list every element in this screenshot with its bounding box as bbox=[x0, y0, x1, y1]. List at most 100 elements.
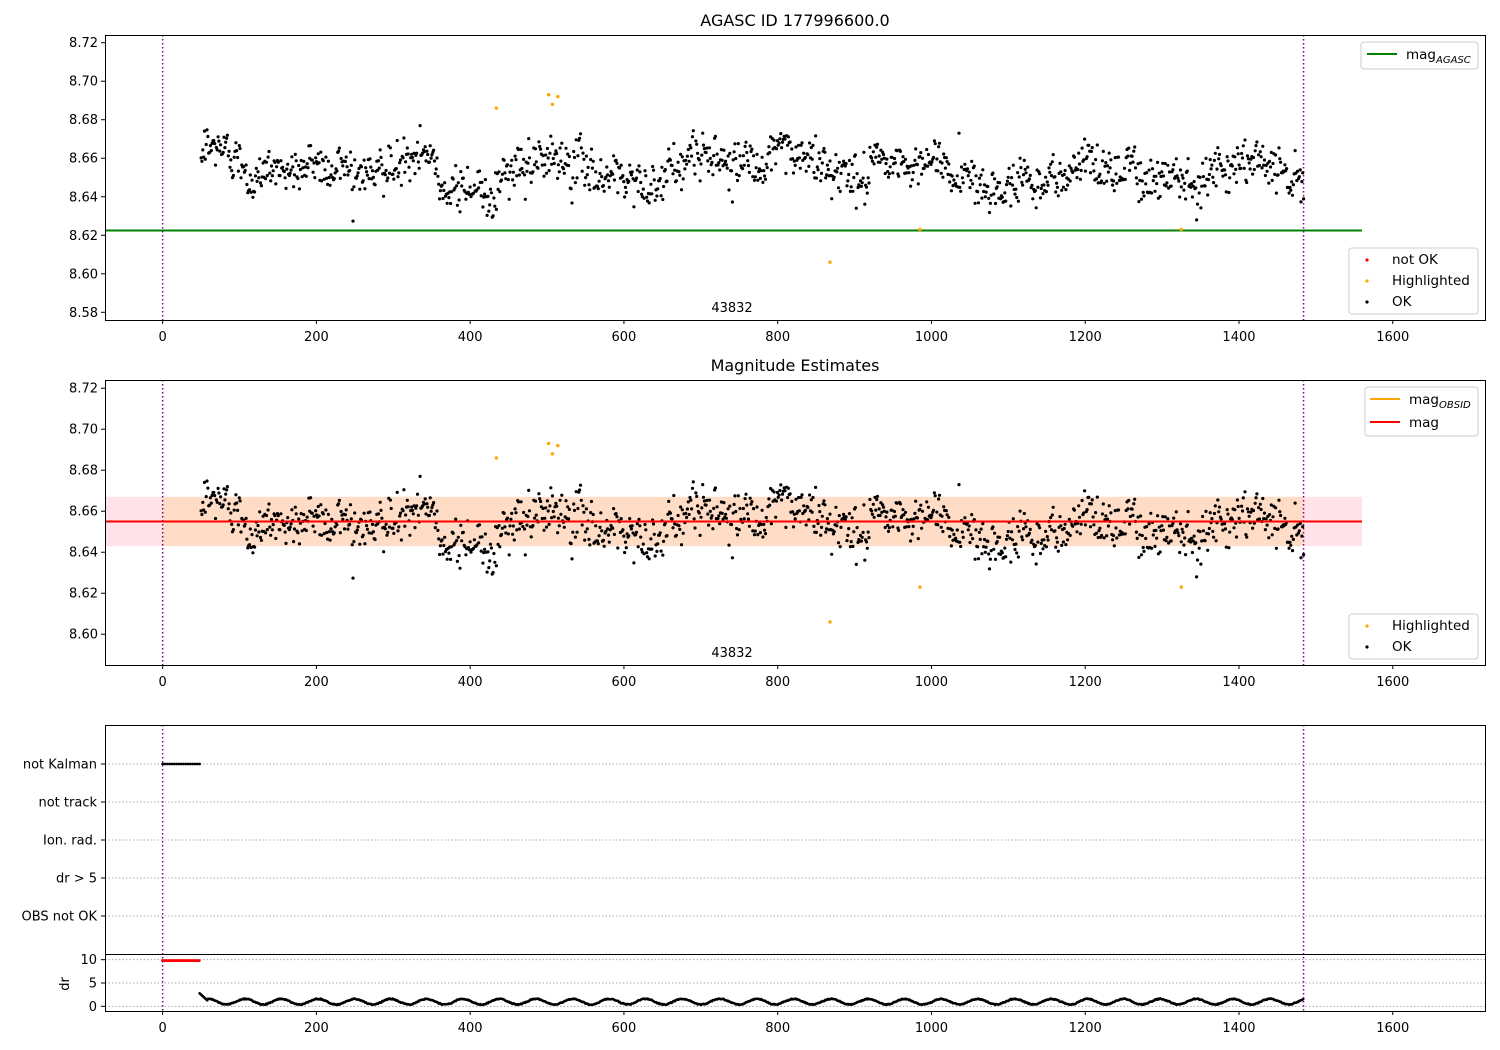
panel1-ok-point bbox=[256, 170, 260, 174]
panel1-ok-point bbox=[1101, 149, 1105, 153]
panel2-ok-point bbox=[1269, 503, 1273, 507]
panel1-ok-point bbox=[690, 154, 694, 158]
panel1-ok-point bbox=[1182, 188, 1186, 192]
panel1-ok-point bbox=[980, 196, 984, 200]
panel1-ok-point bbox=[600, 175, 604, 179]
panel1-ok-point bbox=[298, 167, 302, 172]
panel2-ok-point bbox=[1016, 555, 1021, 559]
panel2-ok-point bbox=[779, 483, 783, 487]
panel2-ok-point bbox=[290, 508, 294, 512]
panel2-ok-point bbox=[1172, 516, 1176, 520]
panel1-ok-point bbox=[748, 144, 752, 148]
panel1-ok-point bbox=[844, 162, 848, 166]
panel2-ok-point bbox=[1178, 550, 1182, 555]
panel2-ok-point bbox=[1199, 562, 1203, 566]
panel2-ok-point bbox=[418, 474, 422, 478]
panel1-ok-point bbox=[926, 152, 931, 157]
panel2-ok-point bbox=[327, 530, 331, 534]
panel2-ok-point bbox=[523, 553, 527, 557]
panel1-ok-point bbox=[884, 161, 888, 166]
panel1-ok-point bbox=[939, 171, 943, 175]
panel2-ok-point bbox=[1273, 526, 1277, 531]
panel1-ok-point bbox=[213, 142, 217, 146]
panel2-ok-point bbox=[918, 507, 922, 511]
panel2-ok-point bbox=[386, 530, 390, 534]
panel2-ok-point bbox=[1136, 515, 1140, 519]
panel1-ok-point bbox=[614, 158, 618, 162]
panel1-ok-point bbox=[957, 131, 961, 135]
panel1-ok-point bbox=[735, 172, 739, 176]
panel2-ok-point bbox=[866, 530, 870, 534]
panel2-ok-point bbox=[1240, 509, 1245, 513]
panel2-ok-point bbox=[224, 492, 228, 496]
panel2-ok-point bbox=[583, 538, 587, 542]
panel1-ok-point bbox=[691, 129, 695, 133]
panel1-ok-point bbox=[834, 153, 838, 157]
panel2-ok-point bbox=[486, 550, 490, 554]
panel2-ok-point bbox=[998, 535, 1002, 539]
panel1-ok-point bbox=[1298, 168, 1302, 172]
panel1-ok-point bbox=[1165, 181, 1169, 185]
panel2-ok-point bbox=[278, 528, 282, 532]
panel2-ok-point bbox=[741, 506, 746, 511]
panel1-ok-point bbox=[382, 194, 386, 198]
panel1-ok-point bbox=[1115, 181, 1119, 185]
panel1-ok-point bbox=[1212, 181, 1216, 185]
panel2-ok-point bbox=[477, 541, 481, 545]
panel3-flag-point bbox=[182, 762, 185, 766]
panel1-ok-point bbox=[967, 170, 971, 174]
panel3-flag-point bbox=[198, 762, 201, 766]
panel1-ok-point bbox=[1036, 185, 1040, 189]
panel2-ok-point bbox=[294, 512, 298, 516]
panel1-ok-point bbox=[972, 164, 976, 168]
panel1-ok-point bbox=[734, 156, 738, 161]
panel2-ok-point bbox=[548, 504, 552, 508]
panel2-ok-point bbox=[1080, 498, 1084, 503]
panel2-ok-point bbox=[763, 528, 767, 532]
panel1-ok-point bbox=[332, 177, 336, 181]
panel1-ok-point bbox=[1191, 184, 1195, 188]
panel1-ok-point bbox=[803, 155, 808, 160]
panel1-ok-point bbox=[711, 173, 715, 177]
panel2-ok-point bbox=[689, 498, 693, 502]
panel2-ok-point bbox=[1219, 517, 1223, 521]
panel1-ok-point bbox=[1203, 184, 1207, 188]
panel2-ok-point bbox=[250, 533, 254, 537]
panel1-ok-point bbox=[1270, 178, 1274, 182]
panel1-ok-point bbox=[290, 155, 294, 159]
panel2-ok-point bbox=[797, 509, 802, 513]
panel2-ok-point bbox=[286, 516, 290, 520]
panel1-ok-point bbox=[880, 157, 884, 161]
panel2-ok-point bbox=[832, 530, 836, 534]
panel1-ok-point bbox=[656, 187, 660, 191]
panel2-ok-point bbox=[329, 527, 333, 531]
panel1-ok-point bbox=[679, 152, 683, 156]
panel1-ok-point bbox=[417, 166, 421, 170]
panel2-ok-point bbox=[1078, 532, 1082, 536]
panel1-ok-point bbox=[543, 163, 547, 167]
panel1-ok-point bbox=[1122, 166, 1127, 170]
panel2-ok-point bbox=[398, 514, 402, 518]
panel1-ok-point bbox=[487, 209, 491, 213]
panel1-ok-point bbox=[1274, 153, 1278, 157]
panel1-ok-point bbox=[1021, 183, 1025, 187]
panel1-ok-point bbox=[687, 159, 691, 163]
panel3-flag-point bbox=[195, 762, 199, 766]
panel2-ok-point bbox=[367, 531, 371, 535]
panel2-ok-point bbox=[695, 494, 699, 498]
panel2-ok-point bbox=[584, 530, 588, 534]
panel1-ok-point bbox=[780, 146, 784, 150]
panel2-ok-point bbox=[984, 545, 988, 549]
panel1-ok-point bbox=[1038, 172, 1042, 176]
panel2-legend-lines: magOBSID mag bbox=[1364, 386, 1479, 437]
panel1-ok-point bbox=[1209, 167, 1213, 171]
panel1-ok-point bbox=[628, 163, 632, 167]
panel2-ok-point bbox=[378, 500, 382, 504]
panel2-ok-point bbox=[459, 523, 463, 528]
panel1-ok-point bbox=[1145, 171, 1149, 175]
panel1-ok-point bbox=[402, 136, 406, 140]
panel1-xtick-label: 1200 bbox=[1069, 330, 1102, 345]
panel1-ok-point bbox=[494, 207, 498, 211]
panel1-ok-point bbox=[348, 169, 352, 173]
panel2-ok-point bbox=[989, 549, 993, 553]
